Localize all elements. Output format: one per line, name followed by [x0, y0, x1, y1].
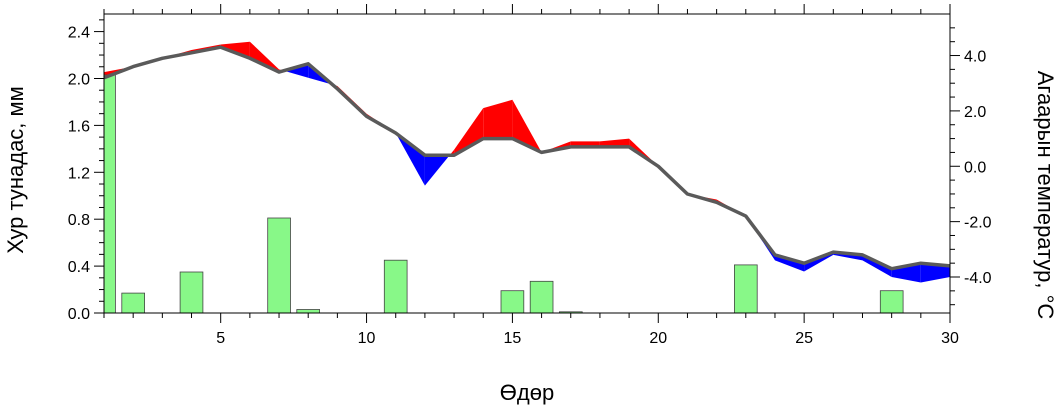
y-right-tick-label: -4.0 — [964, 270, 992, 287]
y-left-axis-title: Хур тунадас, мм — [3, 86, 28, 254]
precipitation-bar — [500, 290, 525, 314]
warm-anomaly-fill — [541, 141, 571, 153]
precipitation-bar — [734, 264, 758, 314]
cold-anomaly-fill — [424, 155, 450, 186]
y-left-tick-label: 1.6 — [68, 118, 90, 135]
precipitation-bar — [267, 217, 291, 314]
x-tick-label: 30 — [941, 330, 959, 347]
warm-anomaly-fill — [599, 138, 630, 147]
x-tick-label: 20 — [649, 330, 667, 347]
x-tick-label: 15 — [504, 330, 522, 347]
x-tick-label: 5 — [216, 330, 225, 347]
cold-anomaly-fill — [775, 254, 805, 272]
y-right-axis-title: Агаарын температур, °C — [1033, 71, 1058, 320]
cold-anomaly-fill — [862, 254, 892, 277]
y-left-tick-label: 0.0 — [68, 306, 90, 323]
axes: 5 10 15 20 25 30 0.0 0.4 0.8 1.2 1.6 2.0 2.4 -4.0 -2.0… — [68, 4, 992, 347]
y-left-tick-label: 0.8 — [68, 212, 90, 229]
warm-anomaly-fill — [483, 99, 513, 139]
cold-anomaly-fill — [920, 263, 950, 283]
warm-anomaly-fill — [249, 41, 279, 73]
y-left-tick-label: 2.4 — [68, 25, 90, 42]
temperature-lines — [103, 45, 951, 271]
y-right-tick-label: 4.0 — [964, 49, 986, 66]
warm-anomaly-fill — [629, 138, 659, 167]
x-axis-title: Өдөр — [500, 380, 554, 405]
warm-anomaly-fill — [454, 108, 484, 156]
precipitation-bar — [103, 74, 116, 314]
smoothed-temperature-line — [103, 45, 951, 271]
warm-anomaly-fill — [366, 113, 396, 133]
precipitation-bar — [529, 280, 554, 314]
y-left-tick-label: 2.0 — [68, 71, 90, 88]
temperature-anomaly-fills — [104, 41, 950, 283]
precipitation-bars — [103, 74, 904, 314]
y-right-tick-label: 0.0 — [964, 159, 986, 176]
y-left-tick-label: 0.4 — [68, 259, 90, 276]
x-tick-label: 10 — [358, 330, 376, 347]
precipitation-bar — [383, 259, 408, 314]
cold-anomaly-fill — [804, 252, 834, 272]
y-right-tick-label: 2.0 — [964, 104, 986, 121]
precipitation-bar — [296, 309, 320, 314]
precipitation-bar — [121, 292, 146, 314]
precipitation-bar — [879, 290, 904, 314]
y-left-tick-label: 1.2 — [68, 165, 90, 182]
cold-anomaly-fill — [395, 133, 425, 186]
plot-frame — [103, 13, 951, 314]
y-right-tick-label: -2.0 — [964, 215, 992, 232]
precipitation-bar — [179, 271, 204, 314]
warm-anomaly-fill — [512, 99, 542, 153]
x-tick-label: 25 — [795, 330, 813, 347]
